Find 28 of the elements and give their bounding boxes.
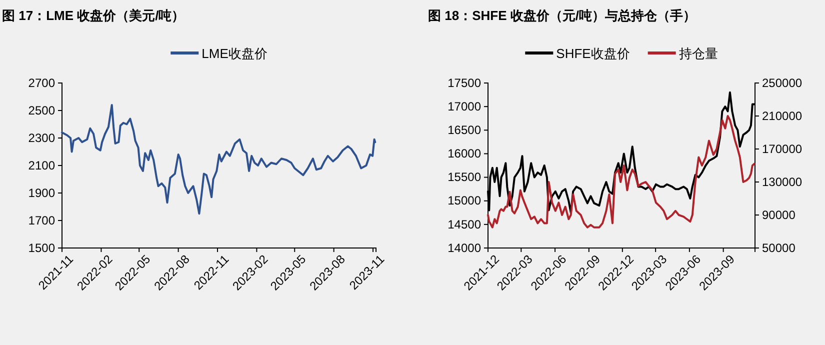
y2-tick-label: 250000: [762, 76, 802, 90]
y2-tick-label: 50000: [762, 240, 796, 255]
legend-label: SHFE收盘价: [556, 46, 630, 61]
y-tick-label: 16500: [448, 122, 482, 137]
y-tick-label: 17000: [448, 99, 482, 114]
y2-tick-label: 210000: [762, 108, 802, 123]
y-tick-label: 15500: [448, 170, 482, 184]
y-tick-label: 1700: [28, 213, 56, 228]
y-tick-label: 1500: [28, 240, 56, 255]
line-series: [61, 104, 376, 215]
y2-tick-label: 90000: [762, 208, 796, 222]
y-tick-label: 15000: [448, 194, 482, 208]
legend-label: LME收盘价: [202, 46, 268, 61]
y-tick-label: 2300: [28, 130, 56, 145]
chart-title: 图 17：LME 收盘价（美元/吨）: [2, 8, 185, 23]
y-tick-label: 14000: [448, 240, 482, 255]
y-tick-label: 1900: [28, 186, 56, 200]
y-tick-label: 14500: [448, 217, 482, 232]
y-tick-label: 16000: [448, 146, 482, 161]
y-tick-label: 2100: [28, 158, 56, 172]
legend-label: 持仓量: [678, 46, 718, 61]
y-tick-label: 17500: [448, 76, 482, 90]
y-tick-label: 2500: [28, 103, 56, 118]
y2-tick-label: 130000: [762, 174, 802, 189]
y2-tick-label: 170000: [762, 142, 802, 156]
y-tick-label: 2700: [28, 76, 56, 90]
chart-title: 图 18：SHFE 收盘价（元/吨）与总持仓（手）: [428, 8, 696, 23]
line-series: [487, 115, 756, 228]
